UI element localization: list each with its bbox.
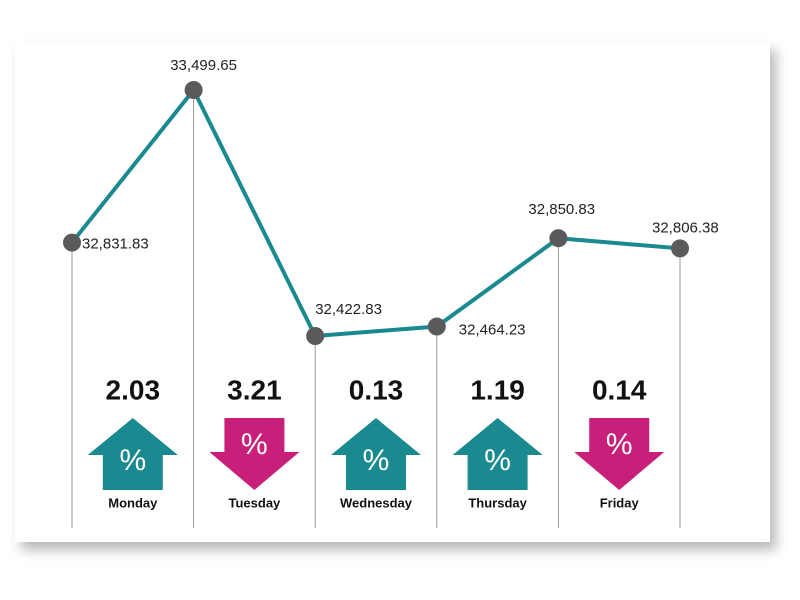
day-label: Thursday (468, 495, 527, 510)
up-arrow (87, 418, 178, 490)
day-label: Friday (600, 495, 640, 510)
change-value: 2.03 (106, 374, 161, 405)
value-label: 32,464.23 (459, 322, 526, 339)
point (306, 327, 325, 345)
change-value: 0.14 (592, 374, 647, 405)
point (63, 233, 81, 252)
point (184, 81, 203, 99)
line (70, 86, 681, 339)
day-label: Monday (108, 495, 158, 510)
day-label: Tuesday (229, 495, 282, 510)
point (671, 239, 689, 258)
down-arrow (574, 418, 665, 490)
value-label: 32,831.83 (82, 236, 149, 253)
change-value: 1.19 (470, 374, 525, 405)
percent-symbol: % (241, 428, 268, 461)
percent-symbol: % (119, 444, 146, 477)
value-label: 32,850.83 (528, 201, 595, 218)
up-arrow (331, 418, 421, 490)
value-label: 32,422.83 (315, 301, 382, 318)
percent-symbol: % (484, 444, 511, 477)
change-value: 0.13 (349, 374, 404, 405)
point (427, 317, 446, 336)
change-value: 3.21 (227, 374, 282, 405)
percent-symbol: % (363, 444, 390, 477)
value-label: 33,499.65 (170, 57, 237, 74)
up-arrow (452, 418, 543, 490)
point (549, 229, 568, 248)
percent-symbol: % (606, 428, 633, 461)
down-arrow (209, 418, 300, 490)
day-label: Wednesday (340, 495, 413, 510)
value-label: 32,806.38 (652, 219, 719, 236)
